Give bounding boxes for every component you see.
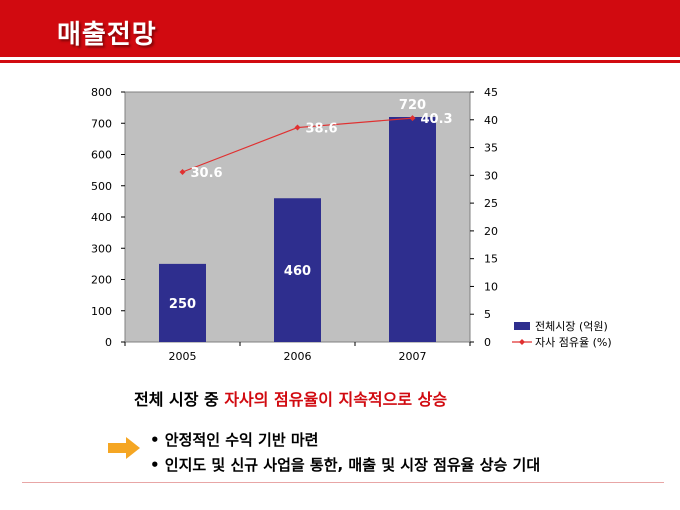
headline-prefix: 전체 시장 중 [134,390,225,409]
y-left-tick-label: 600 [91,149,112,162]
share-point [409,115,416,122]
y-right-tick-label: 10 [484,280,498,293]
right-arrow-icon [108,437,140,459]
y-left-tick-label: 500 [91,180,112,193]
legend-bar-label: 전체시장 (억원) [535,320,608,333]
x-tick-label: 2007 [399,350,427,363]
bar [274,198,321,342]
headline-highlight: 자사의 점유율이 지속적으로 상승 [224,390,448,409]
y-left-tick-label: 200 [91,274,112,287]
legend-line-marker [519,339,525,345]
page-title: 매출전망 [57,20,157,50]
bar-value-label: 250 [169,297,196,312]
x-tick-label: 2006 [284,350,312,363]
y-right-tick-label: 5 [484,308,491,321]
y-left-tick-label: 700 [91,117,112,130]
y-right-tick-label: 25 [484,197,498,210]
x-tick-label: 2005 [169,350,197,363]
sales-forecast-chart: 0 100 200 300 400 500 600 700 800 0 5 10 15 20 25 30 35 4… [91,86,612,363]
bar [159,263,206,342]
y-right-tick-label: 40 [484,114,498,127]
bullet-item: • 안정적인 수익 기반 마련 [150,431,319,449]
share-point [179,169,186,175]
y-right-tick-label: 0 [484,336,491,349]
headline: 전체 시장 중 자사의 점유율이 지속적으로 상승 [134,386,447,410]
bullet-item: • 인지도 및 신규 사업을 통한, 매출 및 시장 점유율 상승 기대 [150,456,541,474]
y-left-tick-label: 300 [91,242,112,255]
title-divider [0,60,680,63]
bottom-divider [22,482,664,483]
y-right-tick-label: 20 [484,225,498,238]
y-left-tick-label: 400 [91,211,112,224]
legend-bar-swatch [514,322,530,330]
share-point [294,124,301,131]
y-right-tick-label: 35 [484,142,498,155]
share-value-label: 40.3 [421,112,453,127]
y-left-tick-label: 0 [105,336,112,349]
y-right-tick-label: 15 [484,253,498,266]
bar-value-label: 460 [284,264,311,279]
y-left-tick-label: 100 [91,305,112,318]
bullet-list: • 안정적인 수익 기반 마련 • 인지도 및 신규 사업을 통한, 매출 및 … [150,428,540,478]
title-bar [0,0,680,57]
y-right-tick-label: 45 [484,86,498,99]
y-right-tick-label: 30 [484,169,498,182]
legend-line-label: 자사 점유율 (%) [535,336,612,349]
bar [389,117,436,342]
share-value-label: 38.6 [306,122,338,137]
share-value-label: 30.6 [191,166,223,181]
y-left-tick-label: 800 [91,86,112,99]
bar-value-label: 720 [399,98,426,113]
